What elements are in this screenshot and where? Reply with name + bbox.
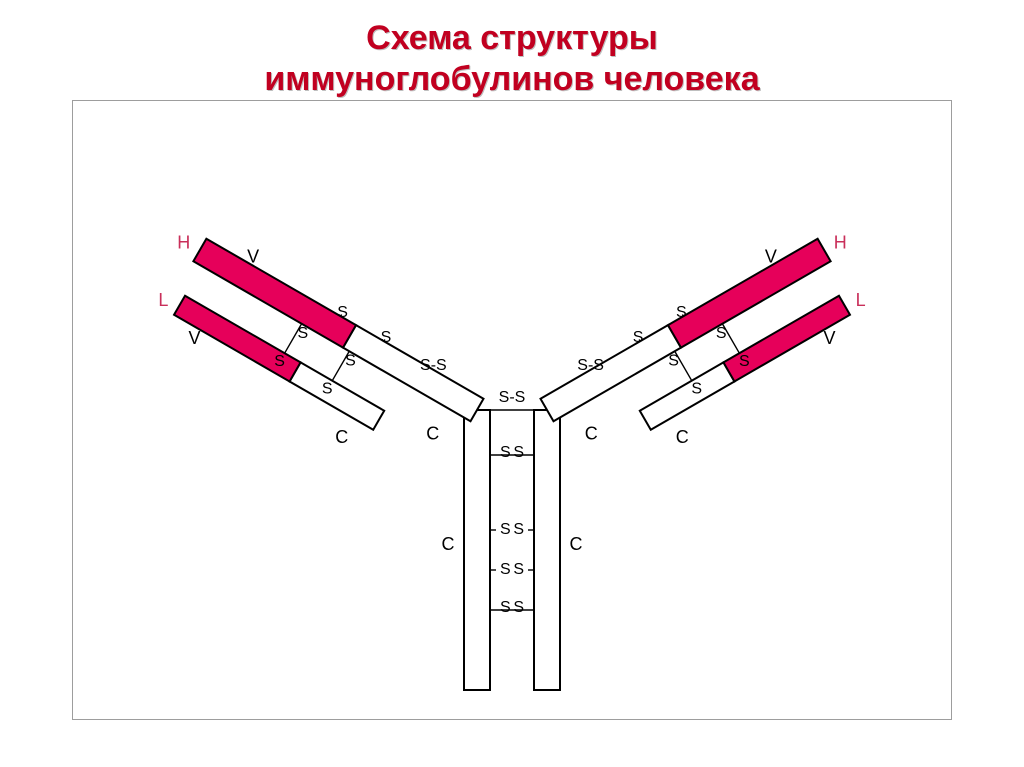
svg-text:S: S (297, 324, 308, 341)
svg-text:S: S (274, 353, 285, 370)
svg-text:C: C (570, 533, 583, 553)
svg-text:S: S (633, 329, 644, 346)
svg-text:S: S (739, 353, 750, 370)
svg-text:V: V (823, 328, 835, 348)
svg-text:C: C (585, 423, 598, 443)
svg-text:S-S: S-S (420, 356, 447, 373)
svg-text:C: C (676, 427, 689, 447)
svg-text:L: L (158, 290, 168, 310)
svg-text:S: S (691, 380, 702, 397)
svg-text:S: S (513, 561, 524, 578)
svg-text:S: S (668, 352, 679, 369)
svg-text:S: S (345, 352, 356, 369)
svg-text:S: S (500, 599, 511, 616)
svg-text:S: S (513, 521, 524, 538)
svg-text:V: V (765, 246, 777, 266)
svg-text:S: S (676, 304, 687, 321)
svg-text:C: C (426, 423, 439, 443)
svg-text:S-S: S-S (499, 389, 526, 406)
diagram-title: Схема структуры иммуноглобулинов человек… (0, 0, 1024, 100)
svg-text:V: V (247, 246, 259, 266)
svg-text:H: H (834, 232, 847, 252)
svg-text:S: S (716, 324, 727, 341)
svg-text:S: S (337, 304, 348, 321)
title-line-2: иммуноглобулинов человека (264, 60, 759, 98)
svg-text:H: H (177, 232, 190, 252)
immunoglobulin-diagram: HLVVCCS-SSSSSSSHLVVCCS-SSSSSSSS-SSSSSSSS… (72, 100, 952, 720)
svg-text:L: L (856, 290, 866, 310)
svg-text:S: S (381, 329, 392, 346)
svg-text:C: C (335, 427, 348, 447)
svg-text:S: S (513, 444, 524, 461)
svg-text:S: S (500, 521, 511, 538)
svg-text:S: S (322, 380, 333, 397)
svg-text:S-S: S-S (577, 356, 604, 373)
svg-text:V: V (189, 328, 201, 348)
svg-text:S: S (500, 444, 511, 461)
svg-text:C: C (442, 533, 455, 553)
svg-text:S: S (513, 599, 524, 616)
svg-text:S: S (500, 561, 511, 578)
title-line-1: Схема структуры (366, 19, 658, 57)
